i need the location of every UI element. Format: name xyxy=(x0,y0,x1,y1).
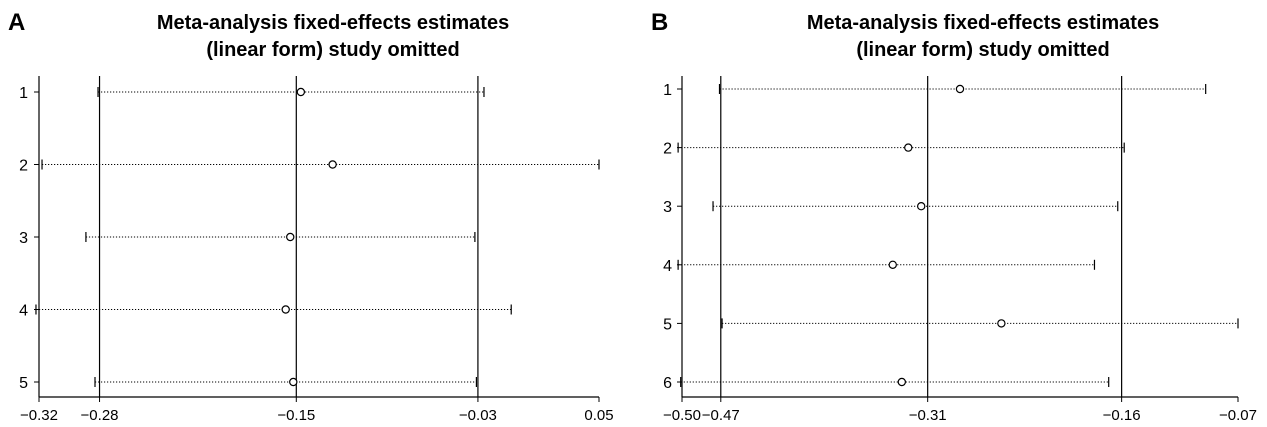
chart-title-line: (linear form) study omitted xyxy=(856,39,1109,61)
study-label: 3 xyxy=(19,230,28,247)
panel-label: B xyxy=(651,9,668,36)
chart-title-line: Meta-analysis fixed-effects estimates xyxy=(157,12,509,34)
point-estimate-marker xyxy=(296,87,306,97)
panel-a: A Meta-analysis fixed-effects estimates (l… xyxy=(8,9,614,424)
study-label: 1 xyxy=(19,85,28,102)
study-label: 6 xyxy=(663,375,672,392)
point-estimate-marker xyxy=(897,377,907,387)
study-label: 3 xyxy=(663,199,672,216)
study-label: 4 xyxy=(19,303,28,320)
panel-b: B Meta-analysis fixed-effects estimates (l… xyxy=(651,9,1257,424)
study-label: 4 xyxy=(663,258,672,275)
x-tick-label: −0.15 xyxy=(277,407,315,424)
point-estimate-marker xyxy=(955,84,965,94)
point-estimate-marker xyxy=(328,160,337,169)
x-tick-label: −0.50 xyxy=(663,407,701,424)
point-estimate-marker xyxy=(904,143,913,152)
point-estimate-marker xyxy=(888,260,897,269)
study-label: 5 xyxy=(19,375,28,392)
x-tick-label: −0.32 xyxy=(20,407,58,424)
point-estimate-marker xyxy=(997,319,1006,328)
point-estimate-marker xyxy=(289,377,298,387)
point-estimate-marker xyxy=(281,305,290,314)
panel-label: A xyxy=(8,9,25,36)
x-tick-label: 0.05 xyxy=(584,407,613,424)
study-label: 5 xyxy=(663,316,672,333)
x-tick-label: −0.16 xyxy=(1103,407,1141,424)
chart-title-line: Meta-analysis fixed-effects estimates xyxy=(807,12,1159,34)
x-tick-label: −0.31 xyxy=(909,407,947,424)
chart-title-line: (linear form) study omitted xyxy=(206,39,459,61)
x-tick-label: −0.47 xyxy=(702,407,740,424)
x-tick-label: −0.07 xyxy=(1219,407,1257,424)
study-label: 2 xyxy=(19,158,28,175)
x-tick-label: −0.03 xyxy=(459,407,497,424)
point-estimate-marker xyxy=(286,232,295,242)
study-label: 2 xyxy=(663,141,672,158)
point-estimate-marker xyxy=(917,201,926,211)
x-tick-label: −0.28 xyxy=(81,407,119,424)
study-label: 1 xyxy=(663,82,672,99)
